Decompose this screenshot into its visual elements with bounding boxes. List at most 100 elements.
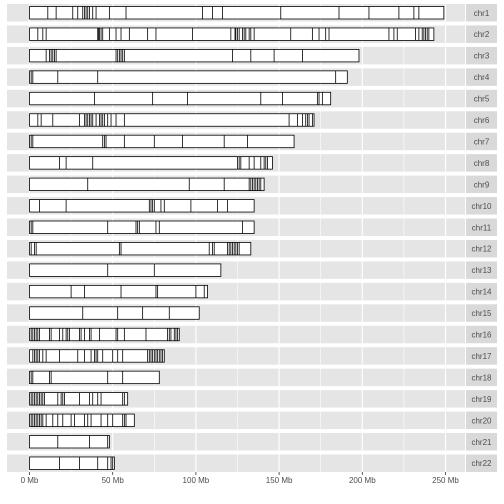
strip-chr18 [466,368,497,387]
chromosome-bar [29,49,360,63]
chromosome-chr3 [29,49,360,63]
chromosome-chr6 [29,113,315,127]
strip-label-chr22: chr22 [471,459,492,468]
chromosome-bar [29,6,445,20]
chromosome-bar [29,220,255,234]
chromosome-chr17 [29,349,165,363]
chromosome-chr18 [29,370,160,385]
strip-label-chr21: chr21 [471,438,492,447]
strip-label-chr2: chr2 [474,30,490,39]
strip-label-chr12: chr12 [471,245,492,254]
chromosome-chr5 [29,91,332,106]
strip-chr19 [466,390,497,408]
chromosome-bar [29,134,295,149]
chromosome-bar [29,413,135,427]
chromosome-chr12 [29,242,252,256]
strip-chr14 [466,282,497,301]
chromosome-bar [29,199,255,213]
chromosome-chr22 [29,456,115,470]
strip-label-chr8: chr8 [474,159,490,168]
chromosome-chr11 [29,220,255,234]
strip-label-chr19: chr19 [471,395,492,404]
chromosome-chr13 [29,263,222,277]
strip-chr4 [466,68,497,86]
chromosome-bar [29,284,208,299]
x-tick-label: 200 Mb [349,476,376,485]
strip-chr21 [466,433,497,451]
chromosome-bars [29,6,445,470]
strip-chr9 [466,175,497,194]
chromosome-chr15 [29,306,200,320]
chromosome-chr19 [29,392,129,406]
chromosome-bar [29,435,110,449]
chromosome-bar [29,156,273,170]
strip-label-chr18: chr18 [471,373,492,382]
strip-label-chr20: chr20 [471,416,492,425]
chromosome-bar [29,456,115,470]
strip-chr1 [466,4,497,22]
chromosome-chr14 [29,284,208,299]
strip-chr7 [466,132,497,151]
x-tick-label: 150 Mb [266,476,293,485]
strip-chr15 [466,304,497,322]
chromosome-chr9 [29,177,265,192]
chromosome-bar [29,113,315,127]
chromosome-bar [29,349,165,363]
x-axis: 0 Mb 50 Mb 100 Mb 150 Mb 200 Mb 250 Mb [21,471,459,485]
strip-label-chr16: chr16 [471,331,492,340]
chromosome-chr2 [29,27,435,41]
strip-chr6 [466,111,497,129]
chromosome-bar [29,370,160,385]
x-tick-label: 250 Mb [432,476,459,485]
strip-chr22 [466,454,497,472]
strip-chr10 [466,197,497,215]
strip-label-chr3: chr3 [474,52,490,61]
strip-label-chr5: chr5 [474,95,490,104]
strip-labels: chr1 chr2 chr3 chr4 chr5 chr6 chr7 chr8 chr9 chr1… [466,4,497,472]
strip-chr8 [466,154,497,172]
chromosome-bar [29,306,200,320]
chromosome-bar [29,242,252,256]
chromosome-bar [29,177,265,192]
panel-band-chr22 [7,454,465,472]
strip-chr5 [466,89,497,108]
chromosome-chr20 [29,413,135,427]
strip-chr16 [466,325,497,344]
chromosome-chr21 [29,435,110,449]
strip-label-chr4: chr4 [474,73,490,82]
chromosome-bar [29,70,348,84]
strip-chr13 [466,261,497,279]
strip-chr3 [466,46,497,65]
strip-label-chr15: chr15 [471,309,492,318]
strip-label-chr13: chr13 [471,266,492,275]
chromosome-chr7 [29,134,295,149]
strip-chr2 [466,25,497,43]
strip-label-chr6: chr6 [474,116,490,125]
chromosome-chr1 [29,6,445,20]
strip-chr11 [466,218,497,236]
strip-label-chr17: chr17 [471,352,492,361]
chromosome-bar [29,263,222,277]
chromosome-bar [29,327,180,342]
x-tick-label: 50 Mb [102,476,125,485]
strip-label-chr10: chr10 [471,202,492,211]
x-tick-label: 0 Mb [21,476,39,485]
chromosome-chr4 [29,70,348,84]
x-tick-label: 100 Mb [183,476,210,485]
chromosome-chr16 [29,327,180,342]
strip-label-chr9: chr9 [474,180,490,189]
chromosome-bar [29,91,332,106]
strip-chr12 [466,239,497,258]
strip-chr20 [466,411,497,430]
strip-chr17 [466,347,497,365]
strip-label-chr1: chr1 [474,9,490,18]
strip-label-chr11: chr11 [472,223,492,232]
strip-label-chr7: chr7 [474,137,490,146]
chromosome-chr8 [29,156,273,170]
strip-label-chr14: chr14 [471,288,492,297]
chromosome-chr10 [29,199,255,213]
panel-band-chr21 [7,433,465,451]
chromosome-bar [29,27,435,41]
chromosome-bar [29,392,129,406]
